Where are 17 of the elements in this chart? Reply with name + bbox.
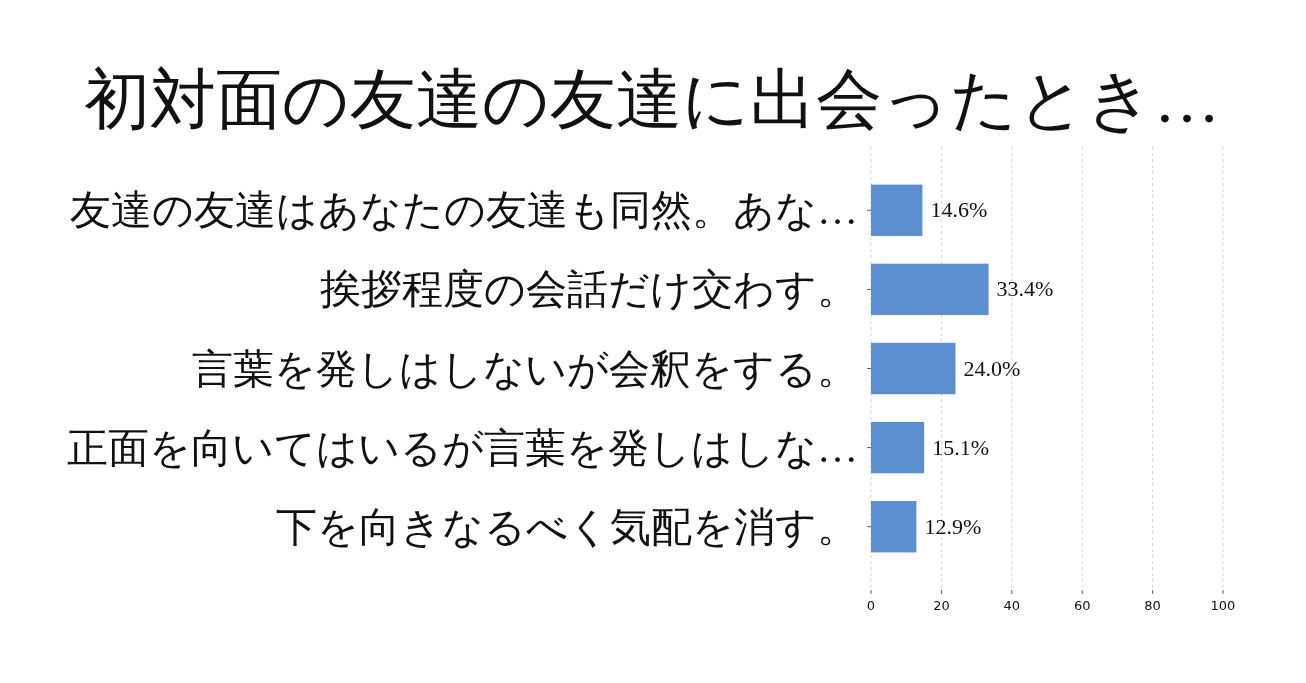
x-tick-label: 100 [1210, 598, 1236, 613]
title: 初対面の友達の友達に出会ったとき… [84, 63, 1220, 136]
x-tick-label: 40 [1003, 598, 1021, 613]
data-label: 15.1% [932, 434, 989, 460]
x-tick-label: 20 [933, 598, 950, 613]
y-tick-label: 友達の友達はあなたの友達も同然。あな… [70, 187, 858, 234]
data-label: 24.0% [963, 355, 1021, 381]
y-tick-label: 挨拶程度の会話だけ交わす。 [320, 266, 858, 313]
x-tick-label: 0 [866, 598, 876, 613]
y-tick-label: 正面を向いてはいるが言葉を発しはしな… [67, 424, 858, 471]
data-label: 12.9% [924, 513, 982, 539]
x-tick-label: 60 [1073, 598, 1091, 613]
data-label: 14.6% [930, 197, 988, 223]
x-tick-label: 80 [1144, 598, 1161, 613]
y-tick-label: 下を向きなるべく気配を消す。 [276, 503, 858, 550]
data-label: 33.4% [996, 276, 1054, 302]
y-tick-label: 言葉を発しはしないが会釈をする。 [192, 345, 858, 392]
